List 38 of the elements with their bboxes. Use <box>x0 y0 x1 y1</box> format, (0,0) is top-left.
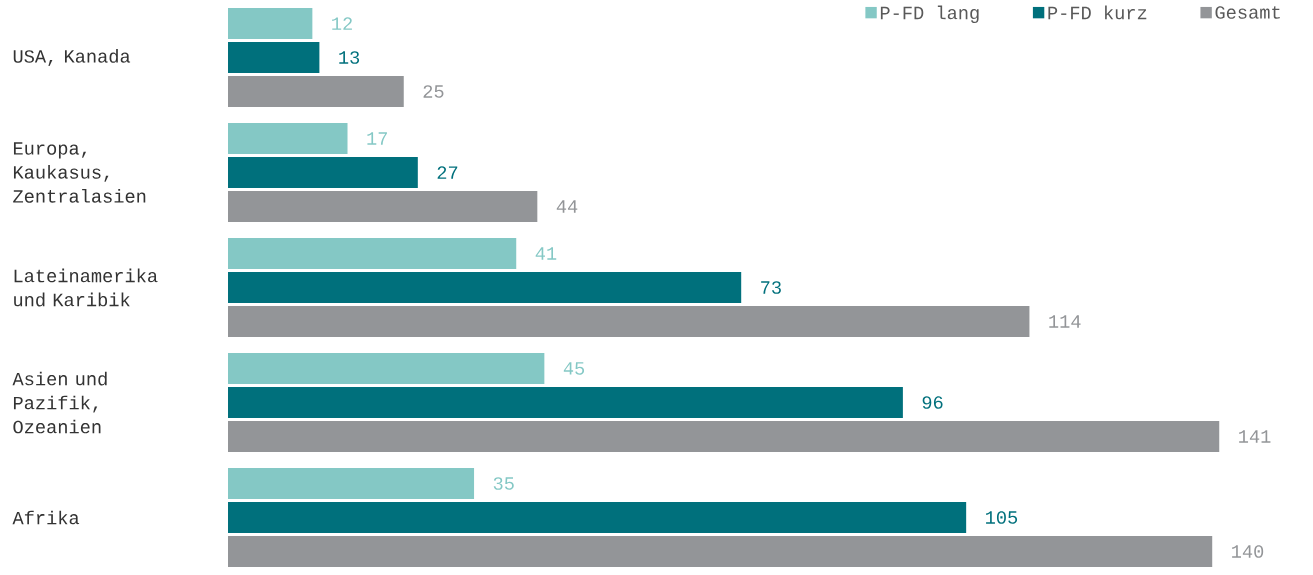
bar <box>228 191 538 223</box>
bar <box>228 123 348 155</box>
data-label: 27 <box>437 166 458 179</box>
data-label: 35 <box>493 477 514 490</box>
data-label: 105 <box>986 511 1018 524</box>
data-label: 140 <box>1232 545 1264 558</box>
legend-label: P-FD kurz <box>1048 5 1147 20</box>
data-label: 12 <box>332 17 352 30</box>
data-label: 96 <box>922 396 943 409</box>
data-label: 17 <box>367 132 387 145</box>
legend-label: P-FD lang <box>880 5 979 23</box>
y-tick-label: Europa, Kaukasus, Zentralasien <box>13 142 146 203</box>
bar <box>228 306 1030 338</box>
bar <box>228 387 903 419</box>
data-label: 45 <box>563 362 585 375</box>
y-tick-label: Asien und Pazifik, Ozeanien <box>12 371 107 434</box>
data-label: 25 <box>423 85 444 98</box>
bar <box>228 272 742 304</box>
bar <box>228 238 517 270</box>
bar <box>228 468 475 500</box>
bar <box>228 157 418 189</box>
data-label: 41 <box>535 247 557 260</box>
data-label: 44 <box>556 200 578 213</box>
bar <box>228 8 313 40</box>
y-tick-label: Afrika <box>12 510 80 525</box>
y-tick-label: Lateinamerika und Karibik <box>14 268 158 307</box>
bar <box>228 76 404 108</box>
data-label: 73 <box>761 281 781 294</box>
data-label: 114 <box>1049 315 1081 328</box>
bar <box>228 353 545 385</box>
bar <box>228 42 320 74</box>
data-label: 13 <box>339 51 360 64</box>
data-label: 141 <box>1239 430 1271 443</box>
bar <box>228 502 967 534</box>
bar <box>228 536 1213 568</box>
y-tick-label: USA, Kanada <box>13 49 131 66</box>
bar <box>228 421 1220 453</box>
legend-label: Gesamt <box>1215 6 1280 19</box>
